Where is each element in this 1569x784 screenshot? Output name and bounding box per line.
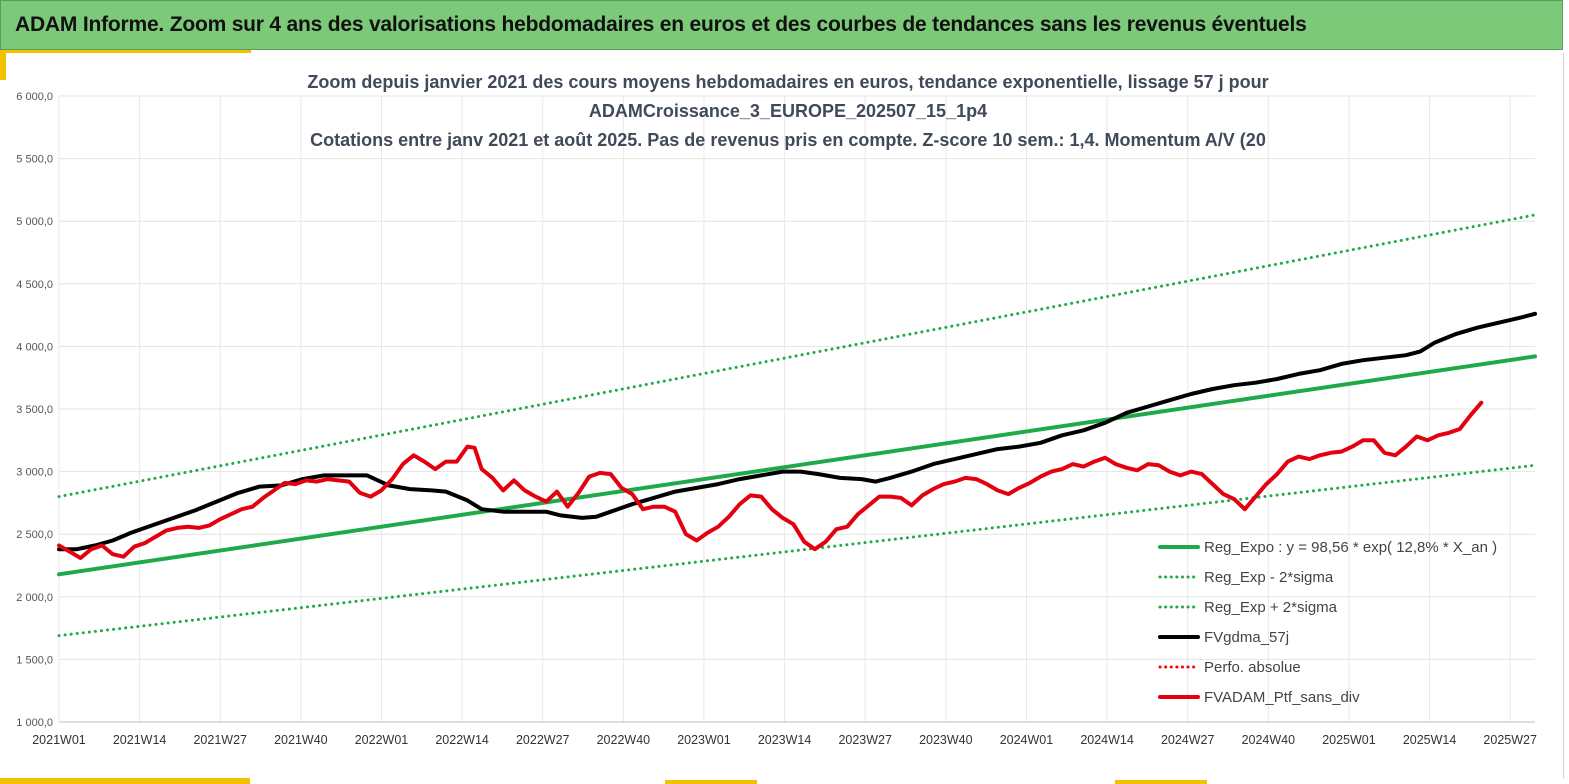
x-tick-label: 2024W40	[1242, 733, 1296, 747]
legend-label: FVgdma_57j	[1204, 629, 1289, 646]
x-tick-label: 2021W40	[274, 733, 328, 747]
series-line-1	[57, 463, 1537, 638]
y-tick-label: 3 500,0	[16, 404, 53, 416]
legend-label: Perfo. absolue	[1204, 659, 1301, 676]
x-tick-label: 2025W27	[1483, 733, 1537, 747]
y-tick-label: 5 500,0	[16, 154, 53, 166]
legend-label: Reg_Exp - 2*sigma	[1204, 569, 1334, 586]
series-line-3	[57, 311, 1537, 552]
series-lines	[57, 213, 1537, 638]
series-line-5	[57, 400, 1484, 560]
x-tick-label: 2025W01	[1322, 733, 1376, 747]
legend-label: Reg_Exp + 2*sigma	[1204, 599, 1338, 616]
chart-title-line-3: Cotations entre janv 2021 et août 2025. …	[310, 130, 1266, 150]
report-header: ADAM Informe. Zoom sur 4 ans des valoris…	[0, 0, 1563, 50]
chart-legend: Reg_Expo : y = 98,56 * exp( 12,8% * X_an…	[1158, 539, 1497, 706]
yellow-accent-bar	[1115, 780, 1207, 784]
series-line-2	[57, 213, 1537, 499]
x-tick-label: 2023W40	[919, 733, 973, 747]
chart-title-line-2: ADAMCroissance_3_EUROPE_202507_15_1p4	[589, 101, 987, 121]
legend-label: FVADAM_Ptf_sans_div	[1204, 689, 1360, 706]
yellow-accent-bar	[665, 780, 757, 784]
y-tick-label: 3 000,0	[16, 467, 53, 479]
x-tick-label: 2024W27	[1161, 733, 1215, 747]
y-axis-ticks: 1 000,0 1 500,0 2 000,0 2 500,0 3 000,0 3 500…	[16, 91, 53, 729]
legend-label: Reg_Expo : y = 98,56 * exp( 12,8% * X_an…	[1204, 539, 1497, 556]
yellow-accent-bar	[0, 778, 250, 784]
x-axis-ticks: 2021W01 2021W14 2021W27 2021W40 2022W01 2022W…	[32, 733, 1537, 747]
yellow-accent-bar	[6, 50, 251, 53]
y-tick-label: 2 000,0	[16, 592, 53, 604]
x-gridlines	[58, 96, 1511, 722]
y-tick-label: 4 500,0	[16, 279, 53, 291]
chart-frame: 1 000,0 1 500,0 2 000,0 2 500,0 3 000,0 3 500…	[5, 53, 1564, 778]
x-tick-label: 2022W14	[435, 733, 489, 747]
x-tick-label: 2021W27	[193, 733, 247, 747]
y-gridlines	[59, 95, 1535, 723]
x-tick-label: 2024W14	[1080, 733, 1134, 747]
x-tick-label: 2025W14	[1403, 733, 1457, 747]
y-tick-label: 1 000,0	[16, 717, 53, 729]
x-tick-label: 2022W01	[355, 733, 409, 747]
y-tick-label: 1 500,0	[16, 654, 53, 666]
x-tick-label: 2023W27	[838, 733, 892, 747]
y-tick-label: 5 000,0	[16, 216, 53, 228]
x-tick-label: 2024W01	[1000, 733, 1054, 747]
yellow-accent-bar	[0, 50, 6, 80]
chart-title-line-1: Zoom depuis janvier 2021 des cours moyen…	[307, 72, 1268, 92]
x-tick-label: 2023W14	[758, 733, 812, 747]
x-tick-label: 2021W01	[32, 733, 86, 747]
x-tick-label: 2022W40	[597, 733, 651, 747]
chart-title: Zoom depuis janvier 2021 des cours moyen…	[307, 72, 1268, 150]
y-tick-label: 6 000,0	[16, 91, 53, 103]
x-tick-label: 2021W14	[113, 733, 167, 747]
y-tick-label: 4 000,0	[16, 341, 53, 353]
trend-chart: 1 000,0 1 500,0 2 000,0 2 500,0 3 000,0 3 500…	[16, 72, 1537, 747]
x-tick-label: 2023W01	[677, 733, 731, 747]
report-title: ADAM Informe. Zoom sur 4 ans des valoris…	[15, 13, 1307, 36]
x-tick-label: 2022W27	[516, 733, 570, 747]
y-tick-label: 2 500,0	[16, 529, 53, 541]
series-line-0	[57, 354, 1537, 577]
